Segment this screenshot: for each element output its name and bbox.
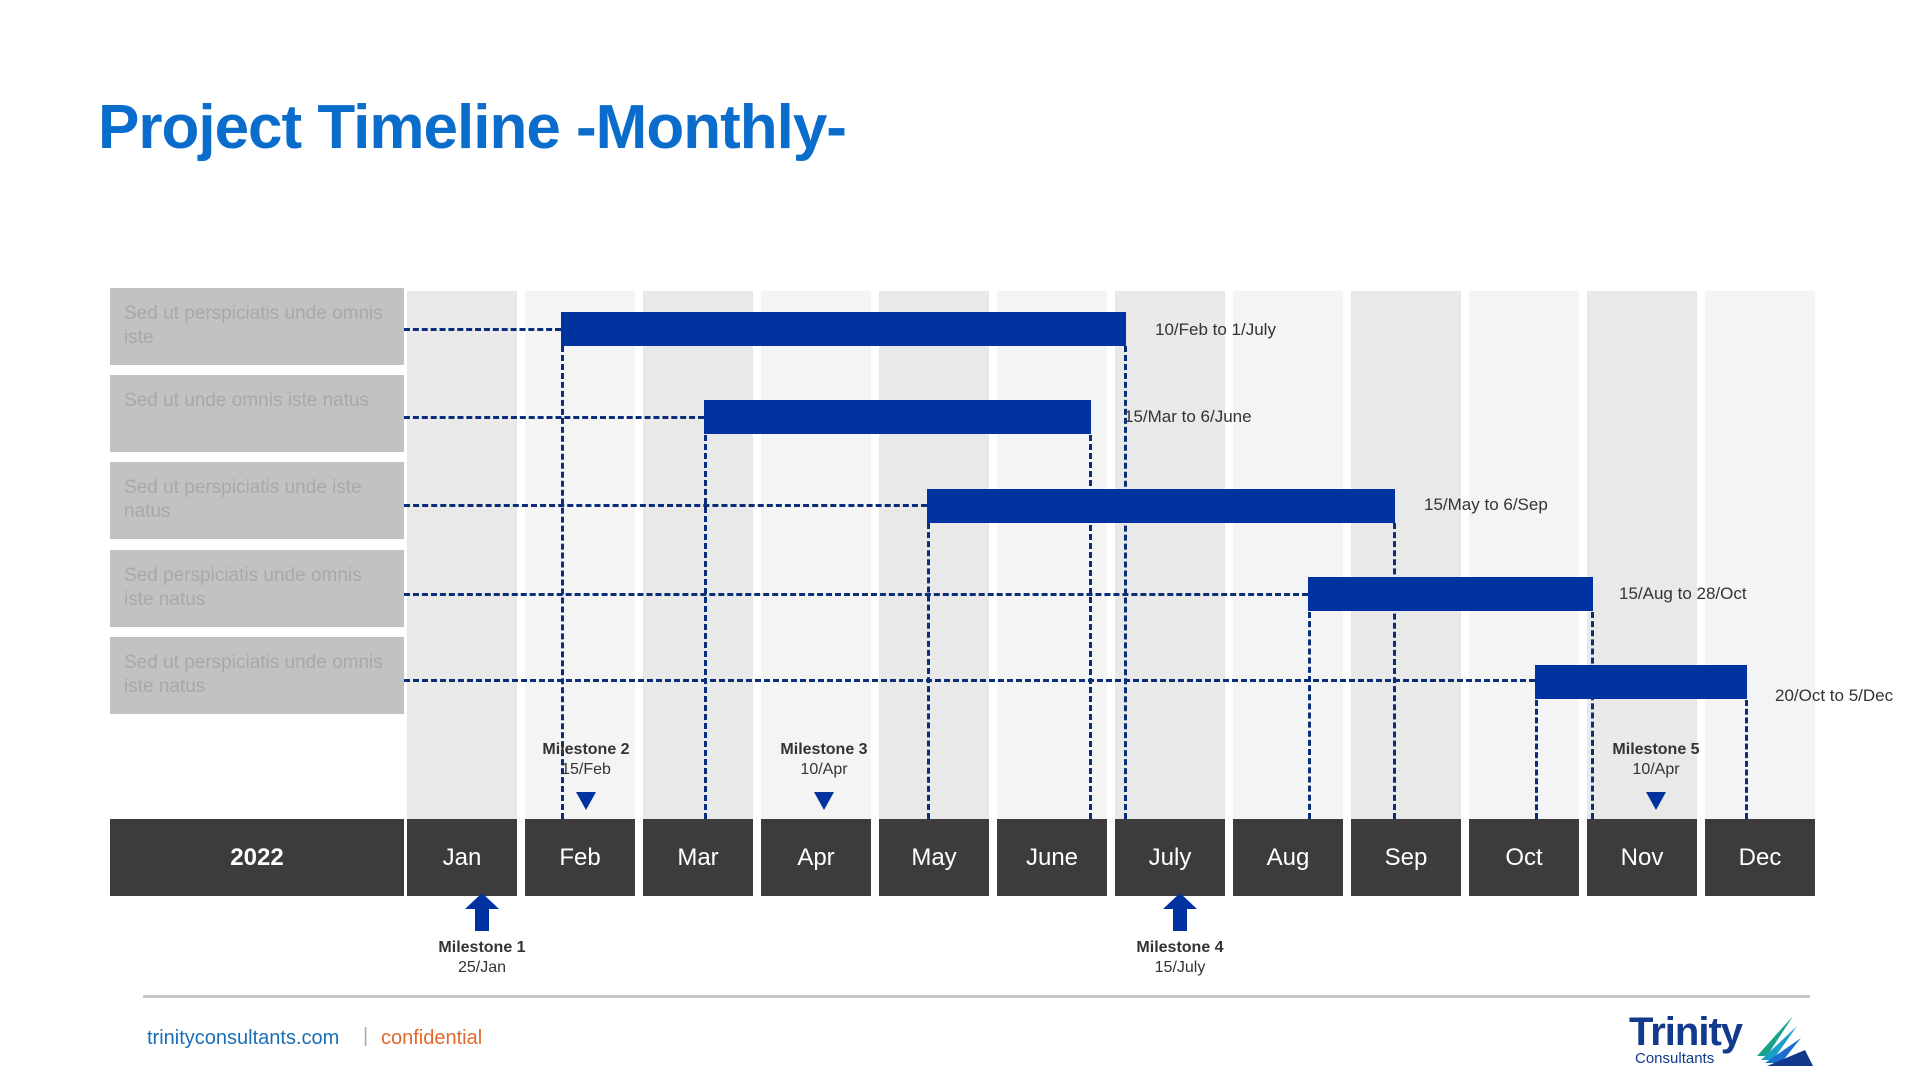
logo-wordmark: Trinity [1629,1010,1743,1054]
month-header-mar: Mar [643,819,753,896]
task-connector [404,679,1535,682]
milestone-date: 10/Apr [800,761,848,778]
month-header-may: May [879,819,989,896]
month-header-aug: Aug [1233,819,1343,896]
milestone-3: Milestone 3 10/Apr [754,740,894,780]
task-connector [404,593,1308,596]
task-bar[interactable] [927,489,1395,523]
column-bg-nov [1587,291,1697,819]
milestone-name: Milestone 2 [542,741,630,758]
task-connector [404,328,561,331]
month-header-apr: Apr [761,819,871,896]
task-label: Sed ut unde omnis iste natus [110,375,404,452]
task-bar[interactable] [561,312,1126,346]
month-header-sep: Sep [1351,819,1461,896]
month-header-july: July [1115,819,1225,896]
year-header: 2022 [110,819,404,896]
milestone-1: Milestone 1 25/Jan [412,938,552,978]
task-bar[interactable] [704,400,1091,434]
task-label: Sed perspiciatis unde omnis iste natus [110,550,404,627]
month-header-jan: Jan [407,819,517,896]
month-header-june: June [997,819,1107,896]
start-dropline [561,346,564,819]
footer-divider [143,995,1810,998]
milestone-date: 25/Jan [457,959,507,976]
column-bg-mar [643,291,753,819]
logo-triangle-icon [1757,1016,1813,1066]
milestone-date: 15/July [1154,959,1206,976]
column-bg-june [997,291,1107,819]
milestone-marker-down-icon [576,792,596,810]
milestone-marker-down-icon [1646,792,1666,810]
month-header-oct: Oct [1469,819,1579,896]
milestone-marker-up-icon [1163,893,1197,931]
start-dropline [1535,700,1538,819]
month-header-nov: Nov [1587,819,1697,896]
month-header-dec: Dec [1705,819,1815,896]
column-bg-jan [407,291,517,819]
trinity-logo: Trinity Consultants [1625,1010,1815,1070]
bar-range-label: 10/Feb to 1/July [1155,320,1276,339]
column-bg-feb [525,291,635,819]
end-dropline [1745,700,1748,819]
page-title: Project Timeline -Monthly- [98,93,847,162]
task-label: Sed ut perspiciatis unde iste natus [110,462,404,539]
column-bg-oct [1469,291,1579,819]
milestone-5: Milestone 5 10/Apr [1586,740,1726,780]
logo-subtitle: Consultants [1635,1050,1715,1067]
column-bg-apr [761,291,871,819]
task-connector [404,416,704,419]
footer-separator: | [363,1025,369,1047]
milestone-name: Milestone 3 [780,741,868,758]
milestone-name: Milestone 1 [438,939,526,956]
milestone-marker-up-icon [465,893,499,931]
milestone-date: 10/Apr [1632,761,1680,778]
milestone-name: Milestone 5 [1612,741,1700,758]
task-connector [404,504,927,507]
column-bg-sep [1351,291,1461,819]
milestone-name: Milestone 4 [1136,939,1224,956]
footer-website-link[interactable]: trinityconsultants.com [147,1027,340,1049]
confidential-label: confidential [381,1027,483,1049]
milestone-date: 15/Feb [561,761,611,778]
task-bar[interactable] [1308,577,1593,611]
milestone-marker-down-icon [814,792,834,810]
task-label: Sed ut perspiciatis unde omnis iste [110,288,404,365]
bar-range-label: 15/Mar to 6/June [1124,407,1252,426]
milestone-2: Milestone 2 15/Feb [516,740,656,780]
bar-range-label: 15/Aug to 28/Oct [1619,584,1747,603]
column-bg-july [1115,291,1225,819]
task-label: Sed ut perspiciatis unde omnis iste natu… [110,637,404,714]
column-bg-dec [1705,291,1815,819]
end-dropline [1591,612,1594,819]
start-dropline [704,435,707,819]
milestone-4: Milestone 4 15/July [1110,938,1250,978]
start-dropline [927,523,930,819]
start-dropline [1308,612,1311,819]
month-header-feb: Feb [525,819,635,896]
task-bar[interactable] [1535,665,1747,699]
column-bg-may [879,291,989,819]
end-dropline [1089,435,1092,819]
end-dropline [1393,523,1396,819]
bar-range-label: 15/May to 6/Sep [1424,495,1548,514]
end-dropline [1124,346,1127,819]
column-bg-aug [1233,291,1343,819]
bar-range-label: 20/Oct to 5/Dec [1775,686,1894,705]
